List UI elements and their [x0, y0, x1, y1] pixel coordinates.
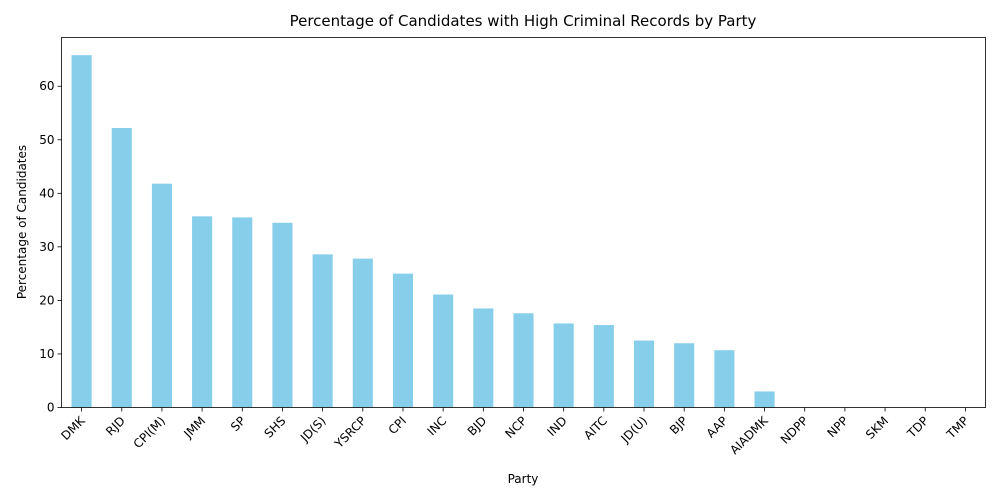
- bar-inc: [433, 294, 454, 408]
- x-axis: DMK RJD CPI(M) JMM SP SHS JD(S) YSRCP CPI INC BJD N…: [58, 407, 972, 457]
- x-tick-label: SHS: [262, 414, 289, 441]
- bar-bjd: [473, 308, 494, 408]
- x-tick-label: SP: [228, 414, 248, 434]
- x-tick-label: AITC: [581, 414, 610, 443]
- x-tick-label: INC: [425, 414, 450, 439]
- bar-jmm: [192, 216, 213, 408]
- x-tick-label: JMM: [180, 414, 208, 442]
- bar-cpi-m: [151, 183, 172, 408]
- bar-ind: [553, 323, 574, 408]
- y-tick-label: 30: [39, 240, 54, 254]
- x-tick-label: BJP: [667, 414, 690, 437]
- bar-cpi: [392, 273, 414, 408]
- x-tick-label: IND: [545, 414, 570, 439]
- y-tick-label: 10: [39, 347, 54, 361]
- chart-title: Percentage of Candidates with High Crimi…: [290, 12, 757, 30]
- bar-aiadmk: [754, 391, 775, 408]
- y-tick-label: 20: [39, 293, 54, 307]
- x-tick-label: NPP: [825, 414, 851, 440]
- x-tick-label: TDP: [904, 414, 931, 441]
- x-tick-label: CPI: [386, 414, 409, 437]
- x-tick-label: AAP: [704, 414, 731, 441]
- x-tick-label: NDPP: [778, 414, 811, 447]
- bar-aitc: [593, 325, 614, 408]
- y-axis-label: Percentage of Candidates: [15, 145, 29, 299]
- y-tick-label: 0: [47, 401, 55, 415]
- bar-dmk: [71, 55, 92, 408]
- x-tick-label: CPI(M): [131, 414, 168, 451]
- y-axis: 0 10 20 30 40 50 60: [39, 79, 62, 415]
- x-tick-label: TMP: [943, 414, 971, 442]
- y-tick-label: 60: [39, 79, 54, 93]
- bar-jd-s: [312, 254, 333, 408]
- x-tick-label: NCP: [502, 414, 529, 441]
- x-tick-label: YSRCP: [331, 414, 369, 452]
- bar-ysrcp: [352, 258, 373, 408]
- bar-jd-u: [633, 340, 655, 408]
- x-tick-label: RJD: [103, 414, 128, 439]
- bar-bjp: [674, 343, 695, 408]
- x-axis-label: Party: [508, 472, 539, 486]
- x-tick-label: DMK: [58, 413, 88, 443]
- x-tick-label: JD(S): [297, 414, 329, 446]
- bars-group: [71, 55, 775, 408]
- x-tick-label: BJD: [465, 414, 490, 439]
- x-tick-label: SKM: [863, 414, 891, 442]
- y-tick-label: 40: [39, 186, 54, 200]
- y-tick-label: 50: [39, 133, 54, 147]
- x-tick-label: AIADMK: [727, 413, 771, 457]
- bar-rjd: [111, 127, 132, 408]
- x-tick-label: JD(U): [618, 414, 650, 446]
- bar-shs: [272, 222, 293, 408]
- plot-frame: [61, 37, 986, 408]
- bar-ncp: [513, 313, 534, 408]
- bar-sp: [232, 217, 253, 408]
- bar-aap: [714, 350, 735, 408]
